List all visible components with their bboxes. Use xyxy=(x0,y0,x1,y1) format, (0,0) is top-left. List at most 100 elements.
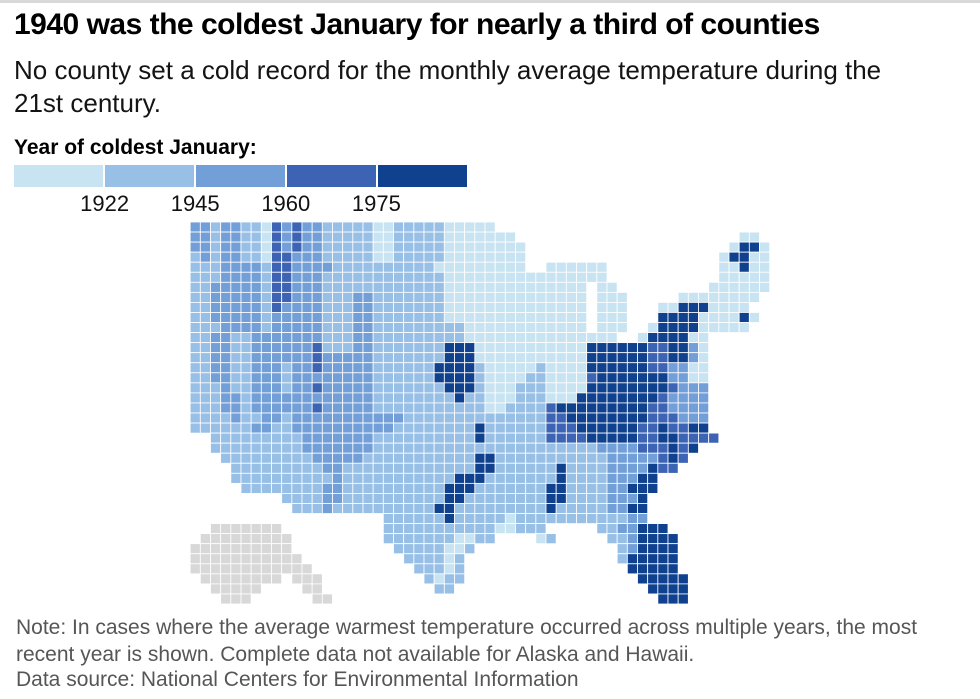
county-cell xyxy=(382,513,394,524)
county-cell xyxy=(454,372,466,384)
county-cell xyxy=(443,412,455,424)
county-cell xyxy=(576,322,588,333)
county-cell xyxy=(352,302,364,313)
county-cell xyxy=(677,352,689,364)
county-cell xyxy=(616,533,628,545)
county-cell xyxy=(657,462,669,474)
county-cell xyxy=(189,312,201,323)
county-cell xyxy=(647,482,659,494)
county-cell xyxy=(332,222,344,233)
county-cell xyxy=(484,422,496,434)
county-cell xyxy=(210,382,222,394)
chart-title: 1940 was the coldest January for nearly … xyxy=(14,8,820,41)
county-cell xyxy=(515,493,527,504)
county-cell xyxy=(199,312,211,323)
county-cell xyxy=(291,482,303,494)
county-cell xyxy=(637,513,649,524)
county-cell xyxy=(504,503,516,514)
county-cell xyxy=(230,352,242,364)
county-cell xyxy=(393,312,405,323)
county-cell xyxy=(647,382,659,394)
county-cell xyxy=(454,482,466,494)
county-cell xyxy=(474,412,486,424)
county-cell xyxy=(281,462,293,474)
county-cell xyxy=(403,302,415,313)
county-cell xyxy=(494,231,506,243)
county-cell xyxy=(616,291,628,303)
county-cell xyxy=(342,222,354,233)
county-cell xyxy=(454,412,466,424)
county-cell xyxy=(240,382,252,394)
county-cell xyxy=(586,493,598,504)
county-cell xyxy=(474,352,486,364)
county-cell xyxy=(342,322,354,333)
county-cell xyxy=(393,543,405,555)
county-cell xyxy=(382,523,394,535)
county-cell xyxy=(464,362,476,374)
alaska-no-data-cell xyxy=(271,533,283,545)
alaska-no-data-cell xyxy=(210,583,222,595)
alaska-no-data-cell xyxy=(250,533,262,545)
county-cell xyxy=(301,422,313,434)
county-cell xyxy=(606,412,618,424)
alaska-no-data-cell xyxy=(260,533,272,545)
county-cell xyxy=(382,281,394,293)
county-cell xyxy=(372,372,384,384)
county-cell xyxy=(515,352,527,364)
county-cell xyxy=(698,291,710,303)
county-cell xyxy=(667,543,679,555)
county-cell xyxy=(494,422,506,434)
county-cell xyxy=(596,302,608,313)
county-cell xyxy=(626,382,638,394)
county-cell xyxy=(393,342,405,354)
county-cell xyxy=(260,231,272,243)
county-cell xyxy=(657,352,669,364)
county-cell xyxy=(586,372,598,384)
county-cell xyxy=(271,231,283,243)
county-cell xyxy=(382,271,394,283)
county-cell xyxy=(250,392,262,404)
county-cell xyxy=(555,442,567,454)
county-cell xyxy=(586,503,598,514)
alaska-no-data-cell xyxy=(210,573,222,585)
county-cell xyxy=(321,482,333,494)
county-cell xyxy=(423,543,435,555)
county-cell xyxy=(281,382,293,394)
county-cell xyxy=(647,372,659,384)
alaska-no-data-cell xyxy=(250,553,262,565)
county-cell xyxy=(606,493,618,504)
county-cell xyxy=(667,593,679,604)
county-cell xyxy=(494,261,506,273)
county-cell xyxy=(271,291,283,303)
county-cell xyxy=(586,392,598,404)
county-cell xyxy=(718,302,730,313)
alaska-no-data-cell xyxy=(301,573,313,585)
county-cell xyxy=(464,372,476,384)
county-cell xyxy=(372,482,384,494)
county-cell xyxy=(606,322,618,333)
county-cell xyxy=(504,482,516,494)
county-cell xyxy=(677,291,689,303)
county-cell xyxy=(382,422,394,434)
alaska-no-data-cell xyxy=(311,573,323,585)
county-cell xyxy=(464,352,476,364)
county-cell xyxy=(525,503,537,514)
county-cell xyxy=(372,432,384,444)
county-cell xyxy=(677,402,689,414)
county-cell xyxy=(464,222,476,233)
county-cell xyxy=(748,291,760,303)
county-cell xyxy=(748,231,760,243)
county-cell xyxy=(586,472,598,484)
county-cell xyxy=(484,332,496,344)
county-cell xyxy=(423,432,435,444)
county-cell xyxy=(332,251,344,263)
county-cell xyxy=(525,372,537,384)
county-cell xyxy=(423,563,435,575)
alaska-no-data-cell xyxy=(240,523,252,535)
county-cell xyxy=(545,281,557,293)
county-cell xyxy=(484,352,496,364)
county-cell xyxy=(413,432,425,444)
county-cell xyxy=(403,422,415,434)
county-cell xyxy=(423,281,435,293)
county-cell xyxy=(199,362,211,374)
